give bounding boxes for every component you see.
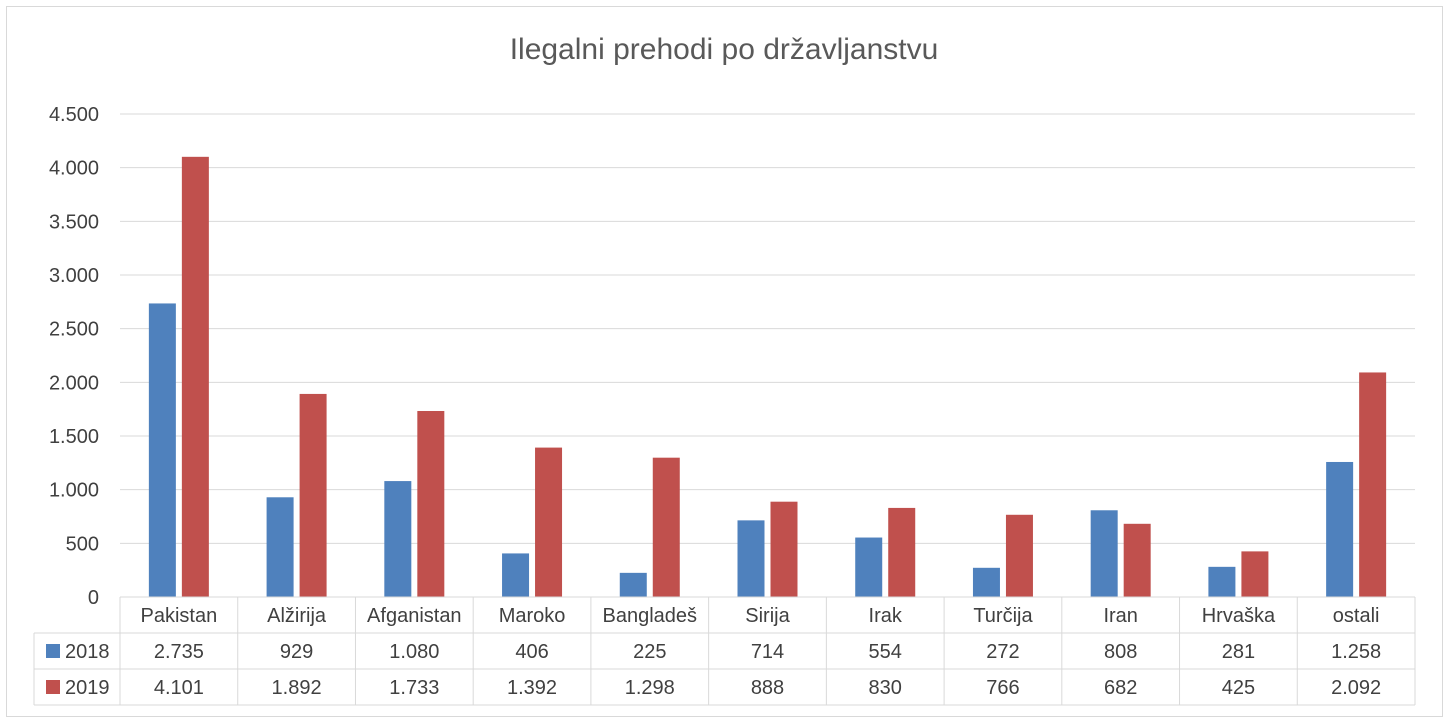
- data-label: 1.258: [1331, 641, 1381, 663]
- legend-key-2018: [46, 644, 60, 658]
- data-label: 2.092: [1331, 677, 1381, 699]
- data-label: 425: [1222, 677, 1255, 699]
- data-label: 1.733: [389, 677, 439, 699]
- y-tick-label: 2.000: [49, 372, 99, 394]
- data-label: 1.298: [625, 677, 675, 699]
- bar-2018-maroko: [502, 553, 530, 597]
- x-tick-label: Bangladeš: [603, 605, 698, 627]
- bar-2018-afganistan: [384, 481, 412, 597]
- data-label: 554: [869, 641, 902, 663]
- bars: [148, 156, 1387, 598]
- bar-2018-irak: [855, 537, 883, 597]
- x-tick-label: Maroko: [499, 605, 566, 627]
- y-axis-ticks: 0 500 1.000 1.500 2.000 2.500 3.000 3.500 4.000 4…: [49, 104, 99, 609]
- y-tick-label: 4.500: [49, 104, 99, 126]
- y-tick-label: 1.000: [49, 480, 99, 502]
- bar-2018-sirija: [737, 520, 765, 597]
- y-tick-label: 2.500: [49, 319, 99, 341]
- bar-2019-alžirija: [299, 393, 327, 597]
- data-label: 682: [1104, 677, 1137, 699]
- bar-chart: Ilegalni prehodi po državljanstvu 0 500 1.…: [33, 33, 1416, 706]
- data-label: 272: [986, 641, 1019, 663]
- bar-2018-iran: [1090, 510, 1118, 597]
- bar-2018-ostali: [1326, 461, 1354, 597]
- bar-2019-turčija: [1005, 514, 1033, 597]
- bar-2018-bangladeš: [619, 572, 647, 597]
- data-label: 888: [751, 677, 784, 699]
- x-tick-label: Afganistan: [367, 605, 462, 627]
- y-tick-label: 3.500: [49, 211, 99, 233]
- data-label: 830: [869, 677, 902, 699]
- bar-2019-pakistan: [181, 156, 209, 598]
- bar-2018-hrvaška: [1208, 566, 1236, 597]
- legend-label: 2019: [65, 677, 110, 699]
- legend-label: 2018: [65, 641, 110, 663]
- x-tick-label: Hrvaška: [1202, 605, 1276, 627]
- x-tick-label: ostali: [1333, 605, 1380, 627]
- data-label: 1.892: [272, 677, 322, 699]
- legend-key-2019: [46, 680, 60, 694]
- bar-2019-afganistan: [417, 410, 445, 597]
- bar-2019-irak: [888, 507, 916, 597]
- bar-2018-pakistan: [148, 303, 176, 597]
- chart-frame: Ilegalni prehodi po državljanstvu 0 500 1.…: [6, 6, 1443, 717]
- data-label: 225: [633, 641, 666, 663]
- y-tick-label: 3.000: [49, 265, 99, 287]
- data-label: 1.080: [389, 641, 439, 663]
- y-tick-label: 0: [88, 587, 99, 609]
- bar-2019-iran: [1123, 523, 1151, 597]
- data-label: 929: [280, 641, 313, 663]
- x-tick-label: Turčija: [973, 605, 1033, 627]
- chart-title: Ilegalni prehodi po državljanstvu: [510, 33, 939, 66]
- data-label: 4.101: [154, 677, 204, 699]
- bar-2019-hrvaška: [1241, 551, 1269, 597]
- y-tick-label: 1.500: [49, 426, 99, 448]
- bar-2019-bangladeš: [652, 457, 680, 597]
- data-label: 281: [1222, 641, 1255, 663]
- data-label: 2.735: [154, 641, 204, 663]
- x-tick-label: Pakistan: [141, 605, 218, 627]
- x-tick-label: Alžirija: [267, 605, 327, 627]
- data-table: Pakistan Alžirija Afganistan Maroko Banglade…: [33, 596, 1416, 706]
- x-tick-label: Irak: [869, 605, 903, 627]
- data-label: 714: [751, 641, 784, 663]
- data-label: 766: [986, 677, 1019, 699]
- bar-2018-alžirija: [266, 497, 294, 597]
- bar-2019-ostali: [1359, 372, 1387, 597]
- x-tick-label: Iran: [1103, 605, 1137, 627]
- y-tick-label: 500: [66, 533, 99, 555]
- data-label: 406: [515, 641, 548, 663]
- bar-2019-maroko: [535, 447, 563, 597]
- x-tick-label: Sirija: [745, 605, 790, 627]
- data-label: 808: [1104, 641, 1137, 663]
- data-label: 1.392: [507, 677, 557, 699]
- bar-2019-sirija: [770, 501, 798, 597]
- gridlines: [120, 113, 1415, 544]
- bar-2018-turčija: [972, 567, 1000, 597]
- y-tick-label: 4.000: [49, 158, 99, 180]
